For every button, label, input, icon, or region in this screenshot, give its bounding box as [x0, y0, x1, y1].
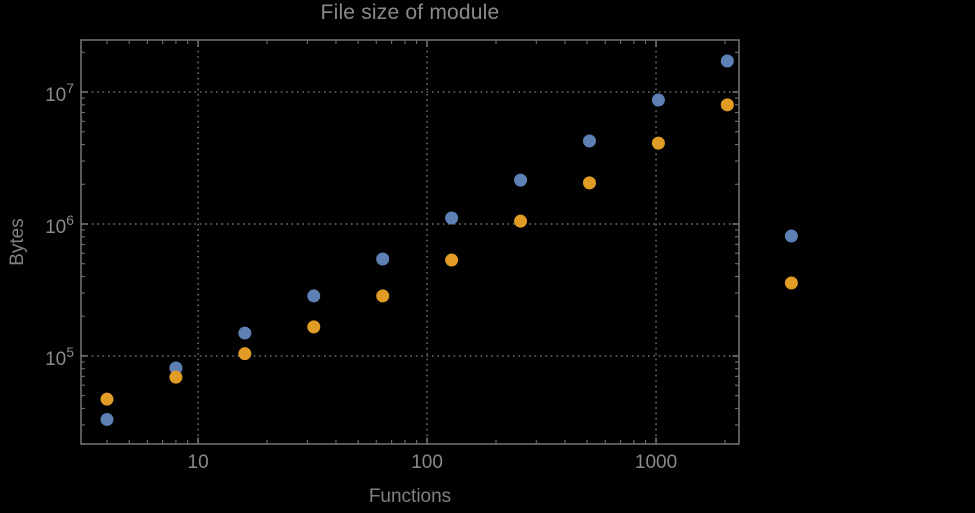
series-1-blue-point: [100, 412, 114, 426]
series-1-blue-point: [307, 289, 321, 303]
series-2-orange-point: [514, 214, 528, 228]
x-tick-label: 100: [411, 452, 443, 473]
plot-frame: [80, 39, 740, 445]
series-2-orange-point: [307, 320, 321, 334]
series-1-blue-point: [784, 229, 798, 243]
series-2-orange-point: [445, 253, 459, 267]
x-tick-label: 1000: [635, 452, 677, 473]
y-tick-label: 106: [45, 212, 74, 238]
y-tick-label: 105: [45, 344, 74, 370]
x-tick-labels: 10 100 1000: [188, 452, 678, 473]
series-1-blue-point: [169, 361, 183, 375]
series-2-orange-point: [784, 276, 798, 290]
gridlines: [81, 40, 739, 444]
y-tick-labels: 105 106 107: [45, 80, 74, 370]
series-1-blue-point: [238, 326, 252, 340]
series-2-orange-point: [720, 98, 734, 112]
series-2-orange-point: [582, 176, 596, 190]
series-2-orange-point: [169, 370, 183, 384]
series-2-orange-points: [100, 98, 798, 406]
series-2-orange-point: [238, 347, 252, 361]
series-1-blue-point: [376, 252, 390, 266]
series-2-orange-point: [100, 392, 114, 406]
series-2-orange-point: [651, 136, 665, 150]
series-1-blue-point: [720, 54, 734, 68]
axis-ticks: [81, 40, 739, 444]
chart-title: File size of module: [320, 1, 500, 24]
x-axis-label: Functions: [368, 486, 452, 507]
series-1-blue-point: [514, 173, 528, 187]
x-tick-label: 10: [188, 452, 209, 473]
series-1-blue-points: [100, 54, 798, 426]
series-1-blue-point: [582, 134, 596, 148]
series-2-orange-point: [376, 289, 390, 303]
y-tick-label: 107: [45, 80, 74, 106]
series-1-blue-point: [445, 211, 459, 225]
series-1-blue-point: [651, 93, 665, 107]
